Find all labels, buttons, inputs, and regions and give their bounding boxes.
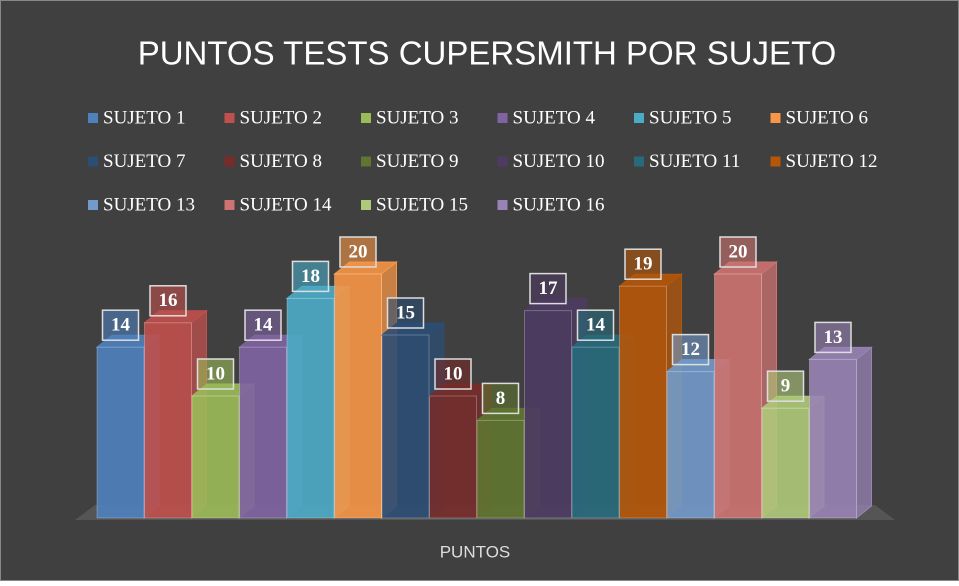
bar <box>381 334 430 519</box>
legend-label: SUJETO 11 <box>649 151 740 172</box>
data-label-box <box>339 236 377 268</box>
legend-label: SUJETO 7 <box>103 151 186 172</box>
legend-label: SUJETO 4 <box>513 107 596 128</box>
data-label-box <box>291 260 330 293</box>
data-label: 9 <box>781 376 791 397</box>
data-label: 19 <box>634 254 653 275</box>
legend-label: SUJETO 8 <box>240 151 323 172</box>
legend-swatch <box>88 156 98 167</box>
bar <box>571 346 620 519</box>
bar <box>96 346 145 519</box>
legend-swatch <box>88 113 98 123</box>
data-label: 20 <box>729 241 748 262</box>
legend-label: SUJETO 9 <box>376 151 459 172</box>
legend-swatch <box>497 156 508 167</box>
data-label-box <box>529 272 567 305</box>
data-label-box <box>149 285 187 317</box>
data-label: 12 <box>681 339 700 360</box>
data-label: 18 <box>301 266 320 287</box>
legend-label: SUJETO 1 <box>103 107 186 128</box>
x-tick-label: PUNTOS <box>440 542 511 561</box>
data-label-box <box>196 358 235 390</box>
data-label: 14 <box>254 315 274 336</box>
bar <box>334 273 382 519</box>
bar <box>286 297 335 519</box>
bar <box>429 395 477 519</box>
legend-swatch <box>497 113 508 123</box>
bar <box>476 419 525 519</box>
legend-swatch <box>224 113 235 123</box>
legend-swatch <box>224 156 235 167</box>
data-label-box <box>101 309 140 341</box>
legend-swatch <box>361 200 371 210</box>
legend-label: SUJETO 10 <box>513 151 605 172</box>
legend-swatch <box>634 113 644 123</box>
legend-swatch <box>361 156 371 167</box>
legend-swatch <box>361 113 371 123</box>
data-label-box <box>624 248 662 280</box>
legend-label: SUJETO 3 <box>376 107 459 128</box>
data-label: 15 <box>396 302 415 323</box>
data-label: 8 <box>496 388 506 409</box>
data-label-box <box>244 309 282 341</box>
data-label-box <box>814 321 852 354</box>
data-label: 13 <box>824 327 843 348</box>
legend-label: SUJETO 5 <box>649 107 732 128</box>
data-label: 14 <box>586 315 606 336</box>
legend-label: SUJETO 15 <box>376 194 468 215</box>
data-label: 10 <box>444 363 463 384</box>
legend-swatch <box>634 156 644 167</box>
bar <box>666 371 715 519</box>
data-label: 16 <box>159 290 178 311</box>
legend-swatch <box>88 200 98 210</box>
bar-side <box>856 346 872 520</box>
legend-swatch <box>770 113 781 123</box>
legend-label: SUJETO 6 <box>786 107 869 128</box>
legend-label: SUJETO 16 <box>513 194 605 215</box>
data-label-box <box>671 333 710 366</box>
data-label: 14 <box>111 315 131 336</box>
bar <box>524 310 572 519</box>
legend-label: SUJETO 14 <box>240 194 333 215</box>
data-label: 10 <box>206 363 225 384</box>
legend-label: SUJETO 2 <box>240 107 323 128</box>
data-label: 17 <box>539 278 559 299</box>
chart-title: PUNTOS TESTS CUPERSMITH POR SUJETO <box>138 35 837 72</box>
bar <box>191 395 240 519</box>
legend-label: SUJETO 12 <box>786 151 878 172</box>
bar <box>809 358 857 519</box>
bar <box>239 346 287 519</box>
bar <box>714 273 762 519</box>
legend-swatch <box>224 200 235 210</box>
data-label-box <box>576 309 615 341</box>
data-label-box <box>434 358 472 390</box>
bar <box>619 285 667 519</box>
legend-swatch <box>497 200 508 210</box>
data-label-box <box>481 382 520 415</box>
bar <box>144 322 192 519</box>
data-label-box <box>719 236 757 268</box>
bar <box>761 407 810 519</box>
data-label-box <box>386 297 425 329</box>
data-label-box <box>766 370 805 402</box>
legend-swatch <box>770 156 781 167</box>
legend-label: SUJETO 13 <box>103 194 195 215</box>
data-label: 20 <box>349 241 368 262</box>
